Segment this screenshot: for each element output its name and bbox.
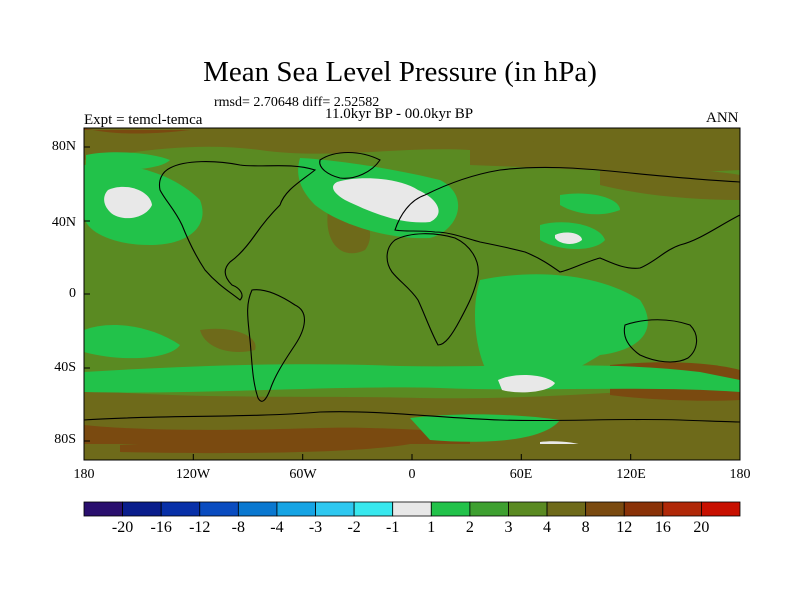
colorbar-label: 2 bbox=[465, 519, 474, 536]
colorbar-swatch bbox=[469, 501, 509, 517]
contour-siberian-high bbox=[470, 138, 740, 172]
colorbar bbox=[83, 501, 741, 517]
lat-tick-80n: 80N bbox=[51, 139, 76, 154]
lon-tick-60w: 60W bbox=[289, 467, 317, 482]
contour-central-asia-green bbox=[560, 193, 620, 215]
colorbar-swatch bbox=[276, 501, 316, 517]
colorbar-swatch bbox=[701, 501, 741, 517]
colorbar-swatch bbox=[83, 501, 123, 517]
lat-tick-40s: 40S bbox=[54, 360, 76, 375]
coast-eurasia bbox=[394, 166, 740, 273]
colorbar-label: 4 bbox=[543, 519, 552, 536]
colorbar-swatch bbox=[585, 501, 625, 517]
colorbar-label: -16 bbox=[150, 519, 172, 536]
lon-tick-180e: 180 bbox=[729, 467, 751, 482]
colorbar-label: 1 bbox=[427, 519, 436, 536]
colorbar-swatch bbox=[315, 501, 355, 517]
rmsd-diff-stats: rmsd= 2.70648 diff= 2.52582 bbox=[214, 95, 380, 110]
contour-north-atlantic-white bbox=[333, 178, 439, 223]
contour-pacific-brown bbox=[200, 328, 256, 352]
colorbar-label: 20 bbox=[693, 519, 710, 536]
lon-tick-0: 0 bbox=[408, 467, 416, 482]
lon-tick-120e: 120E bbox=[616, 467, 646, 482]
lat-tick-0: 0 bbox=[69, 286, 76, 301]
contour-arctic-green bbox=[86, 152, 170, 170]
colorbar-label: -1 bbox=[386, 519, 400, 536]
contour-arctic-brown bbox=[84, 128, 190, 134]
contour-asia-brown bbox=[600, 160, 740, 200]
colorbar-swatch bbox=[546, 501, 587, 517]
time-period-label: 11.0kyr BP - 00.0kyr BP bbox=[325, 106, 474, 122]
lon-tick-60e: 60E bbox=[509, 467, 533, 482]
colorbar-label: -4 bbox=[270, 519, 284, 536]
colorbar-swatch bbox=[508, 501, 548, 517]
season-label: ANN bbox=[706, 110, 739, 126]
contour-south-pacific-green bbox=[84, 325, 180, 359]
contour-asia-white bbox=[555, 232, 582, 244]
colorbar-swatch bbox=[392, 501, 432, 517]
colorbar-label: 12 bbox=[616, 519, 633, 536]
coast-south-america bbox=[247, 289, 305, 402]
axis-ticks bbox=[83, 146, 741, 460]
lat-tick-80s: 80S bbox=[54, 432, 76, 447]
colorbar-label: 16 bbox=[654, 519, 671, 536]
coast-antarctica bbox=[84, 411, 740, 423]
colorbar-swatch bbox=[160, 501, 201, 517]
coast-north-america bbox=[158, 161, 317, 301]
contour-south-indian-white bbox=[498, 374, 555, 393]
coast-greenland bbox=[319, 152, 381, 179]
colorbar-swatch bbox=[623, 501, 664, 517]
colorbar-swatch bbox=[122, 501, 162, 517]
colorbar-swatch bbox=[662, 501, 702, 517]
contour-antarctic-green bbox=[410, 414, 560, 442]
coastlines bbox=[84, 152, 740, 423]
lon-tick-180w: 180 bbox=[73, 467, 95, 482]
contour-south-pole-brown bbox=[120, 442, 420, 454]
contour-aleutian-white bbox=[104, 186, 152, 219]
coast-africa bbox=[386, 233, 479, 346]
pressure-field bbox=[84, 128, 740, 460]
colorbar-label: -12 bbox=[189, 519, 211, 536]
colorbar-label: 3 bbox=[504, 519, 513, 536]
map-title: Mean Sea Level Pressure (in hPa) bbox=[203, 56, 597, 88]
lat-tick-40n: 40N bbox=[51, 215, 76, 230]
colorbar-swatch bbox=[237, 501, 278, 517]
colorbar-label: -8 bbox=[231, 519, 245, 536]
colorbar-label: -2 bbox=[347, 519, 361, 536]
coast-australia bbox=[623, 319, 698, 363]
colorbar-swatch bbox=[430, 501, 471, 517]
lon-tick-120w: 120W bbox=[175, 467, 211, 482]
contour-southern-ocean-green bbox=[84, 364, 740, 393]
colorbar-swatch bbox=[353, 501, 394, 517]
experiment-label: Expt = temcl-temca bbox=[84, 112, 203, 128]
colorbar-label: -3 bbox=[308, 519, 323, 536]
colorbar-swatch bbox=[199, 501, 239, 517]
colorbar-label: 8 bbox=[581, 519, 590, 536]
contour-indian-ocean-green bbox=[475, 274, 648, 389]
colorbar-label: -20 bbox=[111, 519, 134, 536]
